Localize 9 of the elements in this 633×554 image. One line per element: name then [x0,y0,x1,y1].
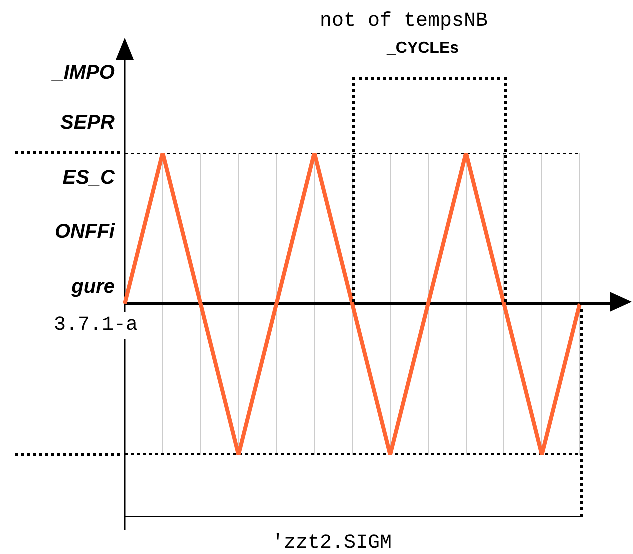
text: 'zzt2.SIGM [272,532,392,554]
text: _CYCLEs [387,40,460,58]
annotation: 3.7.1-a [50,312,142,339]
text: _IMPO [52,62,115,85]
text: gure [72,276,115,299]
text: not of tempsNB [320,10,488,33]
text: ES_C [62,167,115,190]
text: ONFFi [55,221,115,244]
text: SEPR [60,112,115,135]
